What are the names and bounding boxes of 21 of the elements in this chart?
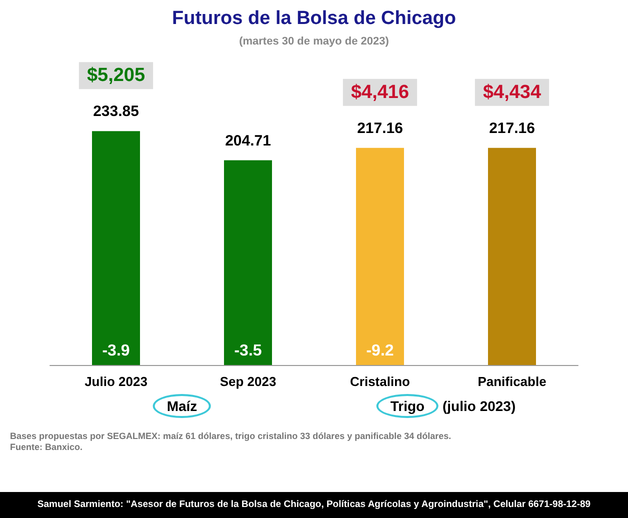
x-tick-label: Panificable — [478, 374, 546, 389]
x-tick-label: Cristalino — [350, 374, 410, 389]
chart-subtitle: (martes 30 de mayo de 2023) — [239, 36, 390, 48]
annotation: -3.9 — [102, 342, 130, 360]
annotation: $4,434 — [482, 82, 542, 103]
data-label: 217.16 — [489, 120, 535, 137]
text: Bases propuestas por SEGALMEX: maíz 61 dólares, trigo cristalino 33 dólares y panificable 34 dólares. — [10, 431, 452, 442]
data-label: 204.71 — [225, 132, 271, 150]
text: Trigo (julio 2023) — [390, 398, 516, 414]
data-label: 217.16 — [357, 120, 403, 137]
annotation: -3.5 — [234, 342, 262, 360]
data-label: 233.85 — [93, 103, 139, 120]
source-note: Fuente: Banxico. — [10, 442, 84, 453]
text: Samuel Sarmiento: "Asesor de Futuros de la Bolsa de Chicago, Políticas Agrícolas y Agroindustria", Celular 6671-98-12-89 — [0, 492, 628, 518]
annotation: -9.2 — [366, 342, 394, 360]
text: Maíz — [152, 394, 212, 418]
annotation: $5,205 — [86, 65, 146, 86]
annotation: $4,416 — [350, 82, 410, 103]
x-tick-label: Julio 2023 — [84, 374, 148, 389]
chart-title: Futuros de la Bolsa de Chicago — [172, 8, 456, 29]
x-tick-label: Sep 2023 — [220, 374, 276, 389]
